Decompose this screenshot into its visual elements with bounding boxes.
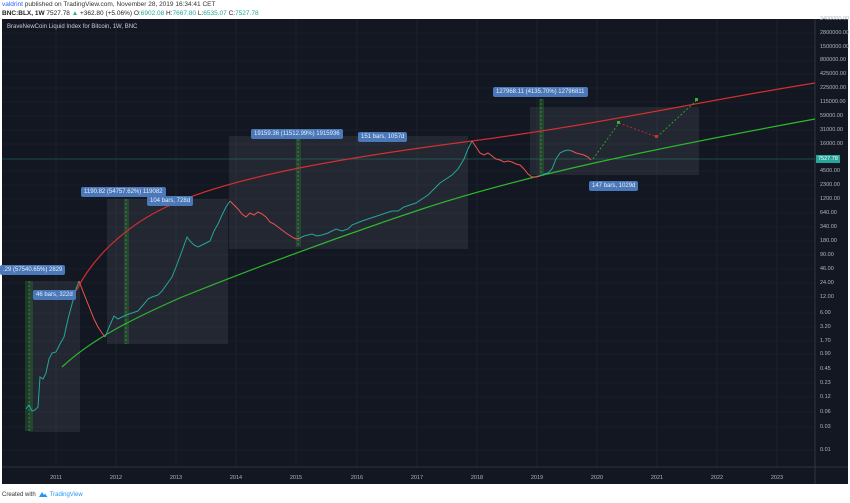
measure-label-1-price[interactable]: .29 (57540.65%) 2829: [0, 265, 66, 275]
y-tick: 225000.00: [820, 85, 846, 91]
y-tick: 4500.00: [820, 168, 840, 174]
close-label: C:: [228, 10, 236, 17]
x-tick: 2014: [229, 475, 243, 481]
projection-up-2: [656, 99, 698, 138]
chart-pane[interactable]: BraveNewCoin Liquid Index for Bitcoin, 1…: [0, 16, 850, 484]
x-tick: 2021: [650, 475, 664, 481]
measure-verticals: [25, 99, 544, 431]
y-tick: 340.00: [820, 224, 837, 230]
y-tick: 800000.00: [820, 57, 846, 63]
lower-curve: [61, 118, 816, 368]
price-series-down: [78, 280, 106, 338]
y-tick: 59000.00: [820, 113, 843, 119]
chart-legend-title: BraveNewCoin Liquid Index for Bitcoin, 1…: [7, 24, 138, 30]
footer: Created with TradingView: [2, 491, 83, 498]
high-value: 7667.80: [172, 10, 197, 17]
publisher-link[interactable]: valdrint: [2, 1, 23, 8]
open-label: O:: [133, 10, 141, 17]
change: +362.80 (+5.06%): [79, 10, 133, 17]
last-price: 7527.78: [46, 10, 70, 17]
y-tick: 2300.00: [820, 182, 840, 188]
y-tick: 16000.00: [820, 141, 843, 147]
y-tick: 12.00: [820, 294, 834, 300]
upper-curve: [75, 82, 816, 292]
projection-up-1: [592, 122, 620, 160]
x-tick: 2011: [50, 475, 62, 481]
y-tick: 6.00: [820, 310, 831, 316]
ohlc-bar: BNC:BLX, 1W 7527.78 ▲ +362.80 (+5.06%) O…: [2, 10, 259, 17]
chart-canvas: [2, 19, 848, 484]
y-tick: 425000.00: [820, 71, 846, 77]
y-tick: 0.45: [820, 366, 831, 372]
y-tick: 640.00: [820, 210, 837, 216]
x-tick: 2018: [470, 475, 484, 481]
y-tick: 1500000.00: [820, 44, 850, 50]
y-tick: 180.00: [820, 238, 837, 244]
publish-text: published on TradingView.com, November 2…: [24, 1, 216, 8]
measure-label-4-bars[interactable]: 147 bars, 1029d: [589, 181, 639, 191]
y-tick: 24.00: [820, 280, 834, 286]
current-price-tag: 7527.78: [816, 155, 840, 163]
low-value: 6535.07: [203, 10, 227, 17]
measure-label-1-bars[interactable]: 46 bars, 322d: [33, 290, 76, 300]
x-tick: 2012: [109, 475, 123, 481]
x-tick: 2016: [350, 475, 364, 481]
measure-label-4-price[interactable]: 127968.11 (4135.70%) 12796811: [493, 87, 588, 97]
x-tick: 2020: [590, 475, 604, 481]
measure-label-3-price[interactable]: 19159.36 (11512.99%) 1915936: [251, 129, 343, 139]
y-tick: 90.00: [820, 252, 834, 258]
up-arrow-icon: ▲: [71, 10, 79, 17]
x-tick: 2013: [169, 475, 183, 481]
x-tick: 2017: [410, 475, 424, 481]
measure-label-2-price[interactable]: 1190.82 (54757.62%) 119082: [81, 187, 166, 197]
open-value: 6902.08: [140, 10, 165, 17]
y-tick: 0.01: [820, 447, 831, 453]
measure-label-3-bars[interactable]: 151 bars, 1057d: [358, 132, 408, 142]
y-tick: 0.06: [820, 409, 831, 415]
y-tick: 2800000.00: [820, 30, 850, 36]
y-tick: 115000.00: [820, 99, 846, 105]
high-label: H:: [166, 10, 173, 17]
close-value: 7527.78: [235, 10, 259, 17]
x-tick: 2019: [530, 475, 544, 481]
tradingview-cloud-icon: [38, 492, 48, 497]
tradingview-link[interactable]: TradingView: [49, 491, 83, 498]
grid-lines: [2, 19, 815, 467]
y-tick: 46.00: [820, 266, 834, 272]
low-label: L:: [197, 10, 204, 17]
y-tick: 3400000.00: [820, 16, 850, 22]
x-tick: 2022: [710, 475, 724, 481]
y-tick: 1200.00: [820, 196, 840, 202]
price-series-up: [25, 280, 80, 412]
y-tick: 0.23: [820, 380, 831, 386]
y-tick: 0.12: [820, 394, 831, 400]
measure-label-2-bars[interactable]: 104 bars, 728d: [147, 196, 194, 206]
symbol: BNC:BLX, 1W: [2, 10, 45, 17]
projection-down: [618, 122, 658, 138]
publish-info: valdrint published on TradingView.com, N…: [2, 1, 215, 8]
x-tick: 2023: [770, 475, 784, 481]
x-tick: 2015: [289, 475, 303, 481]
y-tick: 0.03: [820, 424, 831, 430]
created-with-text: Created with: [2, 491, 36, 498]
y-tick: 31000.00: [820, 127, 843, 133]
y-tick: 0.90: [820, 351, 831, 357]
y-tick: 3.20: [820, 324, 831, 330]
y-tick: 1.70: [820, 338, 831, 344]
